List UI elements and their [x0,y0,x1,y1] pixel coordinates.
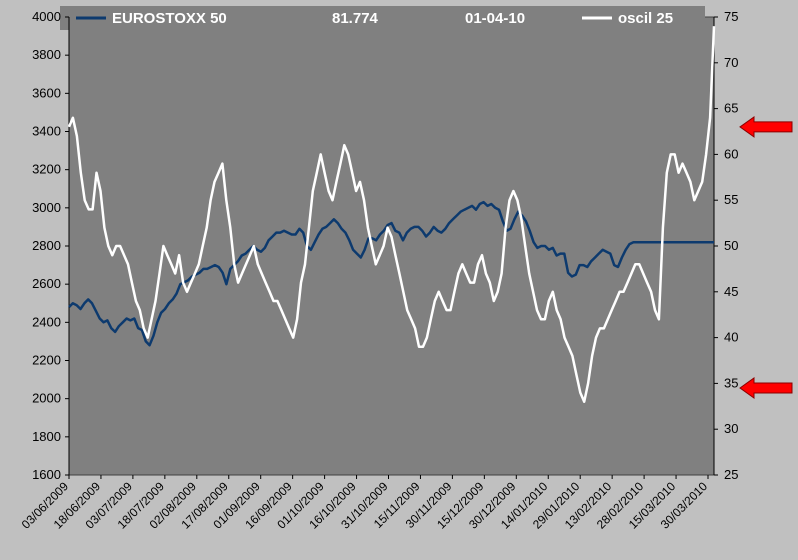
y-right-tick-label: 30 [724,421,738,436]
y-left-tick-label: 3400 [32,124,61,139]
y-left-tick-label: 3800 [32,47,61,62]
y-right-tick-label: 40 [724,330,738,345]
arrow-marker [739,115,793,138]
y-right-tick-label: 70 [724,55,738,70]
y-right-tick-label: 25 [724,467,738,482]
series-line-eurostoxx [68,200,714,347]
y-axis-right: 25 30 35 40 45 50 55 60 65 70 75 [713,9,738,482]
legend-date: 01-04-10 [465,10,525,27]
y-right-tick-label: 35 [724,375,738,390]
legend-label-eurostoxx: EUROSTOXX 50 [112,10,227,27]
legend-value: 81.774 [332,10,379,27]
y-left-tick-label: 3600 [32,85,61,100]
y-left-tick-label: 3000 [32,200,61,215]
legend-label-oscil: oscil 25 [618,10,673,27]
y-right-tick-label: 50 [724,238,738,253]
series-line-oscil [67,26,716,403]
plot-area [68,16,715,476]
series-layer [67,26,716,403]
y-right-tick-label: 45 [724,284,738,299]
legend: EUROSTOXX 50 81.774 01-04-10 oscil 25 [60,6,705,30]
y-left-tick-label: 3200 [32,162,61,177]
y-right-tick-label: 65 [724,101,738,116]
y-left-tick-label: 1800 [32,429,61,444]
y-left-tick-label: 2600 [32,276,61,291]
y-left-tick-label: 2000 [32,391,61,406]
y-left-tick-label: 2800 [32,238,61,253]
arrow-markers [739,115,793,399]
y-right-tick-label: 60 [724,146,738,161]
y-left-tick-label: 2200 [32,353,61,368]
y-axis-left: 1600 1800 2000 2200 2400 2600 2800 3000 3200 3400… [32,9,70,482]
arrow-marker [739,377,793,399]
y-left-tick-label: 4000 [32,9,61,24]
y-right-tick-label: 75 [724,9,738,24]
y-left-tick-label: 2400 [32,314,61,329]
y-left-tick-label: 1600 [32,467,61,482]
y-right-tick-label: 55 [724,192,738,207]
